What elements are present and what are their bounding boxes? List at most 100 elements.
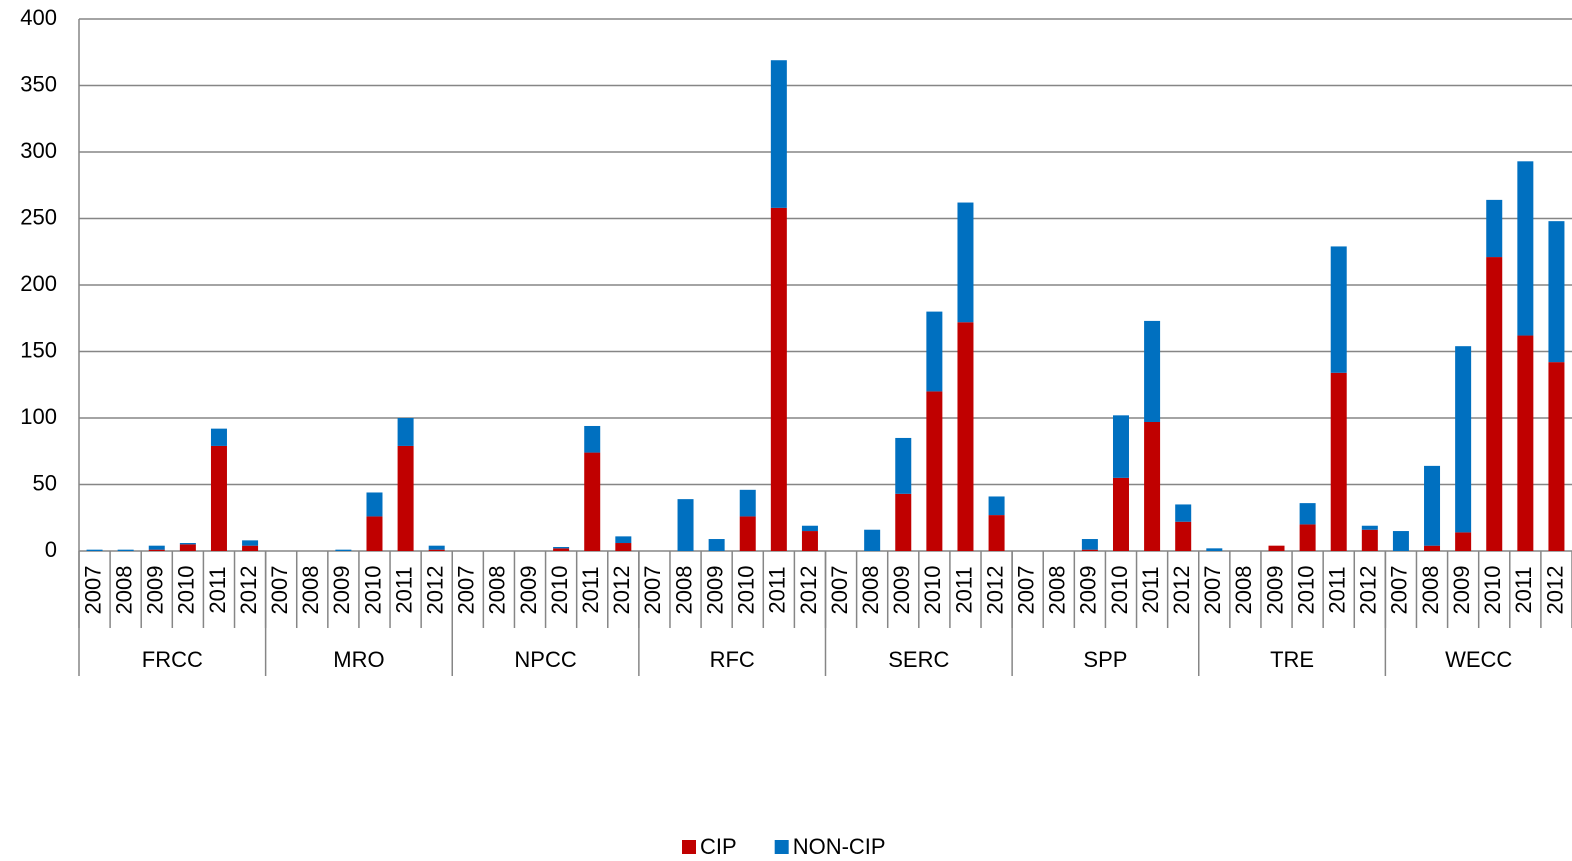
bar-segment (1144, 421, 1161, 551)
bar-segment (801, 525, 818, 532)
x-tick-label: 2009 (889, 566, 914, 615)
x-tick-label: 2010 (1480, 566, 1505, 615)
bar-segment (770, 207, 787, 552)
bar-segment (1486, 257, 1503, 551)
x-tick-label: 2011 (1138, 566, 1163, 613)
x-tick-label: 2011 (951, 566, 976, 613)
y-tick-label: 300 (20, 138, 57, 163)
bar-segment (366, 492, 383, 517)
x-tick-label: 2007 (1013, 566, 1038, 615)
x-tick-label: 2010 (1293, 566, 1318, 615)
bar-segment (615, 543, 632, 551)
x-tick-label: 2007 (827, 566, 852, 615)
x-tick-label: 2012 (1169, 566, 1194, 615)
bar-segment (1330, 372, 1347, 551)
bar-segment (1486, 199, 1503, 258)
bar-segment (957, 322, 974, 551)
group-label: NPCC (514, 647, 576, 672)
bar-segment (957, 202, 974, 323)
bar-segment (179, 543, 196, 545)
legend-swatch (682, 840, 696, 854)
x-tick-label: 2011 (578, 566, 603, 613)
x-tick-label: 2012 (796, 566, 821, 615)
legend-label: CIP (700, 834, 737, 859)
x-tick-label: 2012 (236, 566, 261, 615)
x-tick-label: 2010 (920, 566, 945, 615)
x-tick-label: 2011 (1511, 566, 1536, 613)
group-label: SERC (888, 647, 949, 672)
y-tick-label: 200 (20, 271, 57, 296)
x-tick-label: 2009 (143, 566, 168, 615)
group-label: MRO (333, 647, 384, 672)
bar-segment (1112, 477, 1129, 551)
x-tick-label: 2011 (205, 566, 230, 613)
x-tick-label: 2008 (1045, 566, 1070, 615)
y-tick-label: 250 (20, 204, 57, 229)
bar-segment (584, 452, 601, 551)
bar-segment (1144, 320, 1161, 422)
bar-segment (926, 391, 943, 551)
bar-segment (739, 489, 756, 517)
bar-segment (242, 540, 259, 546)
bar-segment (988, 515, 1005, 551)
bar-segment (1517, 335, 1534, 551)
x-tick-label: 2008 (111, 566, 136, 615)
y-tick-label: 0 (45, 537, 57, 562)
x-tick-label: 2009 (1262, 566, 1287, 615)
bar-segment (1330, 246, 1347, 373)
x-tick-label: 2008 (485, 566, 510, 615)
bar-segment (1455, 532, 1472, 551)
bar-segment (988, 496, 1005, 516)
bar-segment (428, 545, 445, 550)
x-tick-label: 2011 (391, 566, 416, 613)
legend-swatch (774, 840, 789, 854)
x-tick-label: 2007 (1200, 566, 1225, 615)
bar-segment (1268, 545, 1285, 551)
bar-segment (926, 311, 943, 392)
bar-segment (397, 418, 414, 446)
x-tick-label: 2012 (1356, 566, 1381, 615)
x-tick-label: 2010 (547, 566, 572, 615)
x-tick-label: 2007 (1387, 566, 1412, 615)
bar-segment (1175, 521, 1192, 551)
x-tick-label: 2009 (516, 566, 541, 615)
bar-segment (1455, 346, 1472, 533)
x-tick-label: 2009 (329, 566, 354, 615)
bar-segment (1424, 545, 1441, 551)
bar-segment (864, 529, 881, 551)
x-tick-label: 2008 (858, 566, 883, 615)
x-tick-label: 2008 (298, 566, 323, 615)
bar-segment (801, 531, 818, 551)
x-tick-label: 2007 (454, 566, 479, 615)
x-tick-label: 2009 (1449, 566, 1474, 615)
bar-segment (1361, 525, 1378, 530)
bar-segment (770, 60, 787, 208)
bar-segment (615, 536, 632, 544)
group-label: WECC (1445, 647, 1512, 672)
y-tick-label: 350 (20, 71, 57, 96)
group-label: SPP (1083, 647, 1127, 672)
bar-segment (739, 516, 756, 551)
y-tick-label: 50 (33, 470, 57, 495)
bar-segment (1361, 529, 1378, 551)
bar-segment (210, 445, 227, 551)
y-tick-label: 100 (20, 404, 57, 429)
x-tick-label: 2008 (671, 566, 696, 615)
legend-label: NON-CIP (793, 834, 886, 859)
bar-segment (148, 549, 165, 551)
bar-segment (1548, 362, 1565, 551)
bar-segment (397, 445, 414, 551)
x-tick-label: 2010 (174, 566, 199, 615)
y-tick-label: 400 (20, 5, 57, 30)
bar-segment (708, 539, 725, 551)
bar-segment (1206, 548, 1223, 551)
bar-segment (1548, 221, 1565, 363)
x-tick-label: 2010 (734, 566, 759, 615)
x-tick-label: 2009 (1076, 566, 1101, 615)
x-tick-label: 2007 (267, 566, 292, 615)
bar-segment (1392, 531, 1409, 551)
bar-segment (366, 516, 383, 551)
x-tick-label: 2011 (1325, 566, 1350, 613)
bar-segment (148, 545, 165, 550)
